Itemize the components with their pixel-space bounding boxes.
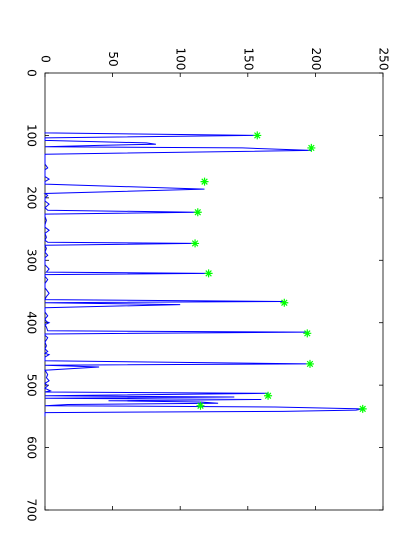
y-tick-label: 250 (377, 48, 391, 71)
peak-marker (191, 239, 200, 248)
x-tick-label: 700 (25, 499, 39, 522)
x-tick-label: 300 (25, 249, 39, 272)
series-line (43, 132, 363, 417)
peak-marker (200, 177, 209, 186)
x-tick-label: 400 (25, 311, 39, 334)
peak-marker (280, 298, 289, 307)
peak-marker (193, 208, 202, 217)
x-tick-label: 500 (25, 374, 39, 397)
x-tick-label: 200 (25, 186, 39, 209)
y-tick-label: 150 (241, 48, 255, 71)
peak-marker (307, 143, 316, 152)
peak-marker (204, 269, 213, 278)
peak-marker (264, 391, 273, 400)
plot-area: 0 100 200 300 400 500 600 700 0 50 100 150 200 250 (25, 48, 391, 522)
peak-marker (305, 359, 314, 368)
x-tick-label: 600 (25, 436, 39, 459)
peak-marker (303, 329, 312, 338)
peak-marker (253, 131, 262, 140)
peak-marker (358, 404, 367, 413)
y-tick-label: 50 (106, 51, 120, 66)
x-tick-label: 0 (25, 69, 39, 77)
axes-box (44, 72, 384, 511)
y-tick-label: 0 (39, 55, 53, 63)
peak-marker (196, 401, 205, 410)
x-tick-label: 100 (25, 124, 39, 147)
y-tick-label: 100 (174, 48, 188, 71)
y-tick-label: 200 (309, 48, 323, 71)
